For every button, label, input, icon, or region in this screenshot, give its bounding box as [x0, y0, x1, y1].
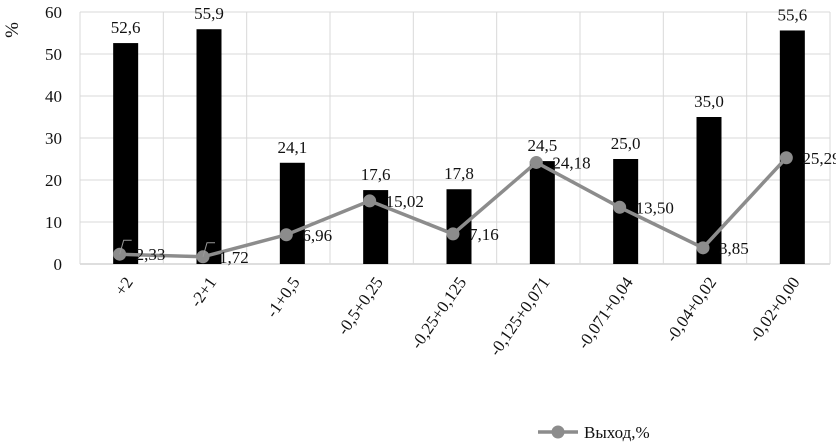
bar: [279, 162, 305, 264]
line-data-label: 3,85: [719, 239, 749, 258]
x-axis-ticks: +2 -2+1 -1+0,5 -0,5+0,25 -0,25+0,125 -0,125+0…: [111, 273, 804, 359]
bar-data-label: 25,0: [611, 134, 641, 153]
line-label-leader: [119, 239, 132, 255]
bar-data-label: 24,1: [277, 138, 307, 157]
x-tick-label: -2+1: [186, 273, 220, 310]
y-tick-label: 30: [45, 129, 62, 148]
bar: [779, 30, 805, 265]
line-data-label: 6,96: [302, 226, 332, 245]
x-tick-label: -0,04+0,02: [662, 273, 720, 345]
line-point: [613, 200, 627, 214]
line-data-label: 1,72: [219, 248, 249, 267]
y-axis-ticks: 0 10 20 30 40 50 60: [45, 3, 62, 274]
x-tick-label: -0,25+0,125: [407, 273, 470, 352]
legend-label: Выход,%: [584, 423, 650, 442]
line-data-label: 2,33: [136, 245, 166, 264]
x-tick-label: -0,5+0,25: [333, 273, 387, 338]
y-tick-label: 0: [54, 255, 63, 274]
line-point: [779, 151, 793, 165]
line-label-leader: [202, 242, 215, 257]
bar-data-label: 55,6: [777, 5, 807, 24]
bar-data-label: 35,0: [694, 92, 724, 111]
line-data-label: 15,02: [386, 192, 424, 211]
y-tick-label: 20: [45, 171, 62, 190]
line-data-label: 24,18: [552, 153, 590, 172]
x-tick-label: -0,071+0,04: [574, 273, 638, 353]
bar-data-label: 55,9: [194, 4, 224, 23]
line-point: [363, 194, 377, 208]
line-point: [696, 241, 710, 255]
legend-marker: [551, 425, 565, 439]
bar-data-label: 52,6: [111, 18, 141, 37]
line-point: [446, 227, 460, 241]
y-tick-label: 60: [45, 3, 62, 22]
x-tick-label: -1+0,5: [262, 273, 303, 321]
line-data-label: 7,16: [469, 225, 499, 244]
line-point: [529, 155, 543, 169]
x-tick-label: -0,02+0,00: [745, 273, 803, 345]
bar-data-label: 17,6: [361, 165, 391, 184]
bar-data-labels: 52,6 55,9 24,1 17,6 17,8 24,5 25,0 35,0 55,6: [111, 4, 807, 184]
line-data-label: 13,50: [636, 198, 674, 217]
y-tick-label: 50: [45, 45, 62, 64]
bar: [529, 161, 555, 264]
line-point: [279, 228, 293, 242]
x-tick-label: +2: [111, 273, 137, 299]
line-data-label: 25,29: [802, 149, 836, 168]
y-tick-label: 40: [45, 87, 62, 106]
line-data-labels: 2,33 1,72 6,96 15,02 7,16 24,18 13,50 3,85 25,29: [119, 149, 836, 267]
bar-data-label: 24,5: [527, 136, 557, 155]
bar: [113, 43, 139, 264]
bar: [196, 29, 222, 264]
legend: Выход,%: [538, 423, 650, 442]
y-tick-label: 10: [45, 213, 62, 232]
bar-data-label: 17,8: [444, 164, 474, 183]
y-axis-label: %: [2, 22, 23, 38]
x-tick-label: -0,125+0,071: [485, 273, 553, 359]
